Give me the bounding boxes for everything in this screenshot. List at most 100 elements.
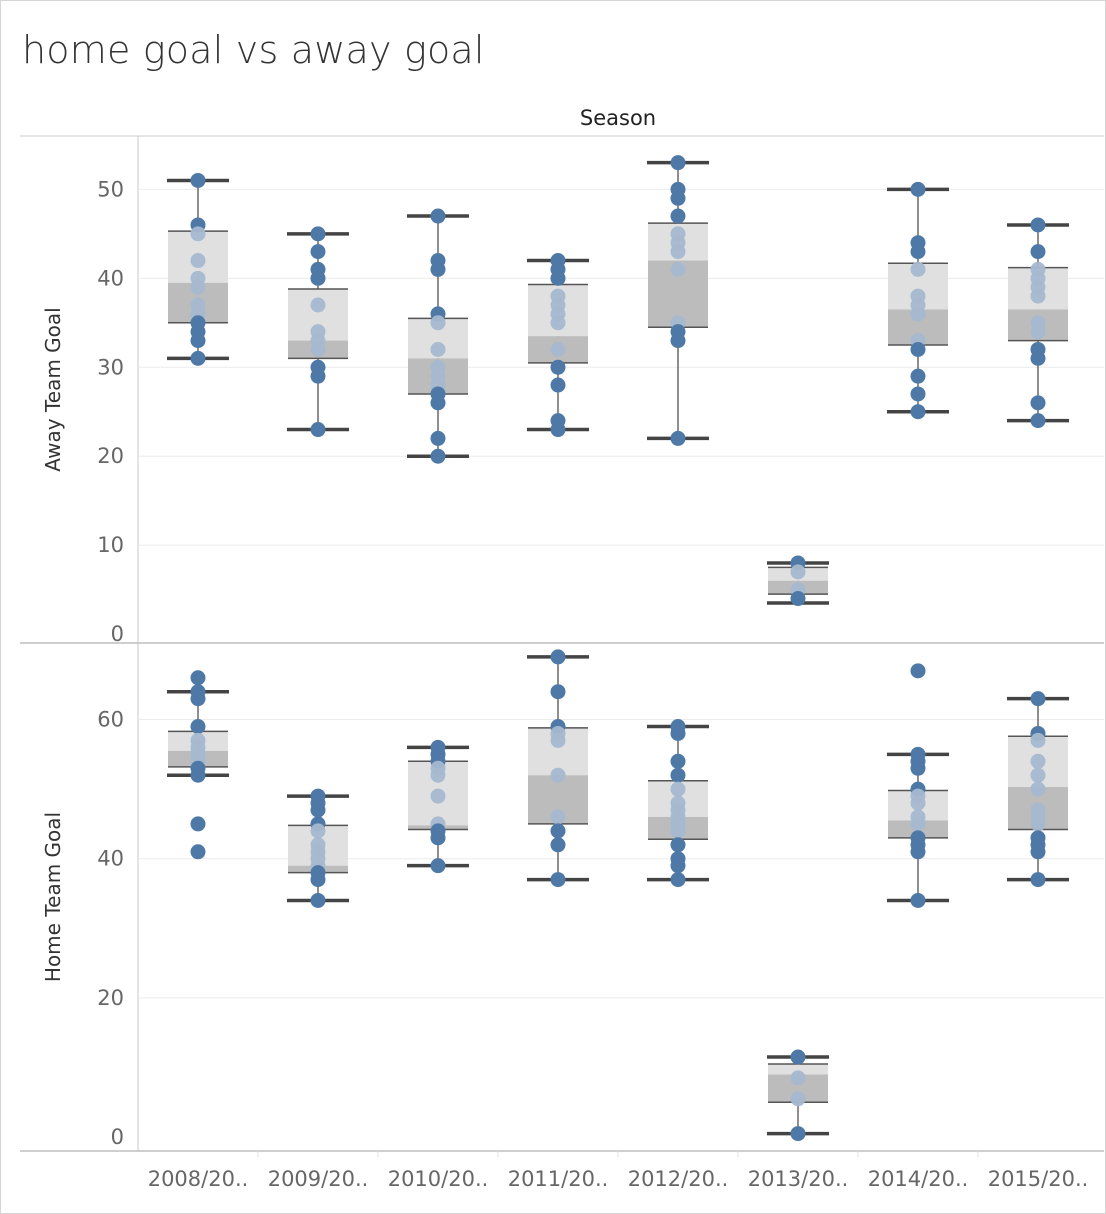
data-point (310, 823, 326, 839)
data-point (670, 725, 686, 741)
data-point (910, 816, 926, 832)
box-4 (527, 253, 589, 438)
data-point (790, 1091, 806, 1107)
data-point (790, 564, 806, 580)
data-point (910, 261, 926, 277)
data-point (670, 872, 686, 888)
data-point (910, 663, 926, 679)
data-point (670, 753, 686, 769)
data-point (1030, 732, 1046, 748)
data-point (670, 244, 686, 260)
data-point (190, 279, 206, 295)
data-point (910, 795, 926, 811)
box-8 (1007, 691, 1069, 888)
data-point (670, 208, 686, 224)
data-point (910, 244, 926, 260)
data-point (190, 816, 206, 832)
data-point (550, 837, 566, 853)
y-tick-label: 20 (97, 444, 124, 468)
y-tick-label: 60 (97, 708, 124, 732)
y-axis-label: Away Team Goal (41, 307, 65, 471)
data-point (550, 649, 566, 665)
data-point (670, 190, 686, 206)
data-point (1030, 413, 1046, 429)
x-tick-label: 2012/20.. (628, 1167, 729, 1191)
data-point (430, 315, 446, 331)
box-2 (287, 788, 349, 908)
data-point (310, 422, 326, 438)
data-point (550, 767, 566, 783)
data-point (310, 892, 326, 908)
y-tick-label: 20 (97, 986, 124, 1010)
data-point (550, 341, 566, 357)
data-point (550, 315, 566, 331)
data-point (670, 333, 686, 349)
data-point (1030, 324, 1046, 340)
data-point (550, 809, 566, 825)
data-point (190, 333, 206, 349)
data-point (190, 767, 206, 783)
data-point (1030, 844, 1046, 860)
data-point (430, 788, 446, 804)
x-tick-label: 2011/20.. (508, 1167, 609, 1191)
data-point (550, 872, 566, 888)
data-point (430, 341, 446, 357)
x-tick-label: 2008/20.. (148, 1167, 249, 1191)
data-point (1030, 395, 1046, 411)
data-point (910, 181, 926, 197)
data-point (670, 430, 686, 446)
data-point (310, 226, 326, 242)
data-point (670, 767, 686, 783)
data-point (1030, 217, 1046, 233)
data-point (790, 1049, 806, 1065)
panel-home-team-goal: 0 20 40 60 Home Team Goal (41, 649, 1104, 1149)
data-point (310, 244, 326, 260)
x-tick-label: 2009/20.. (268, 1167, 369, 1191)
data-point (550, 732, 566, 748)
data-point (550, 377, 566, 393)
box-3 (407, 739, 469, 874)
data-point (550, 684, 566, 700)
box-4 (527, 649, 589, 888)
data-point (430, 430, 446, 446)
x-tick-label: 2013/20.. (748, 1167, 849, 1191)
data-point (430, 448, 446, 464)
data-point (1030, 816, 1046, 832)
data-point (670, 858, 686, 874)
box-1 (167, 172, 229, 366)
data-point (910, 306, 926, 322)
data-point (1030, 288, 1046, 304)
data-point (190, 844, 206, 860)
y-tick-label: 30 (97, 355, 124, 379)
data-point (430, 858, 446, 874)
data-point (310, 297, 326, 313)
data-point (430, 208, 446, 224)
data-point (550, 359, 566, 375)
x-tick-label: 2015/20.. (988, 1167, 1089, 1191)
box-7 (887, 181, 949, 420)
data-point (670, 261, 686, 277)
data-point (1030, 691, 1046, 707)
y-axis-label: Home Team Goal (41, 812, 65, 982)
box-6 (767, 555, 829, 607)
data-point (190, 350, 206, 366)
data-point (910, 844, 926, 860)
box-8 (1007, 217, 1069, 429)
data-point (670, 823, 686, 839)
data-point (910, 404, 926, 420)
box-upper-half (768, 1064, 828, 1075)
y-tick-label: 10 (97, 533, 124, 557)
data-point (430, 767, 446, 783)
data-point (310, 368, 326, 384)
data-point (1030, 350, 1046, 366)
data-point (670, 837, 686, 853)
y-tick-label: 0 (111, 622, 124, 646)
box-1 (167, 670, 229, 860)
y-tick-label: 50 (97, 177, 124, 201)
data-point (550, 422, 566, 438)
box-5 (647, 155, 709, 446)
data-point (310, 270, 326, 286)
data-point (190, 172, 206, 188)
column-header-season: Season (580, 106, 656, 130)
